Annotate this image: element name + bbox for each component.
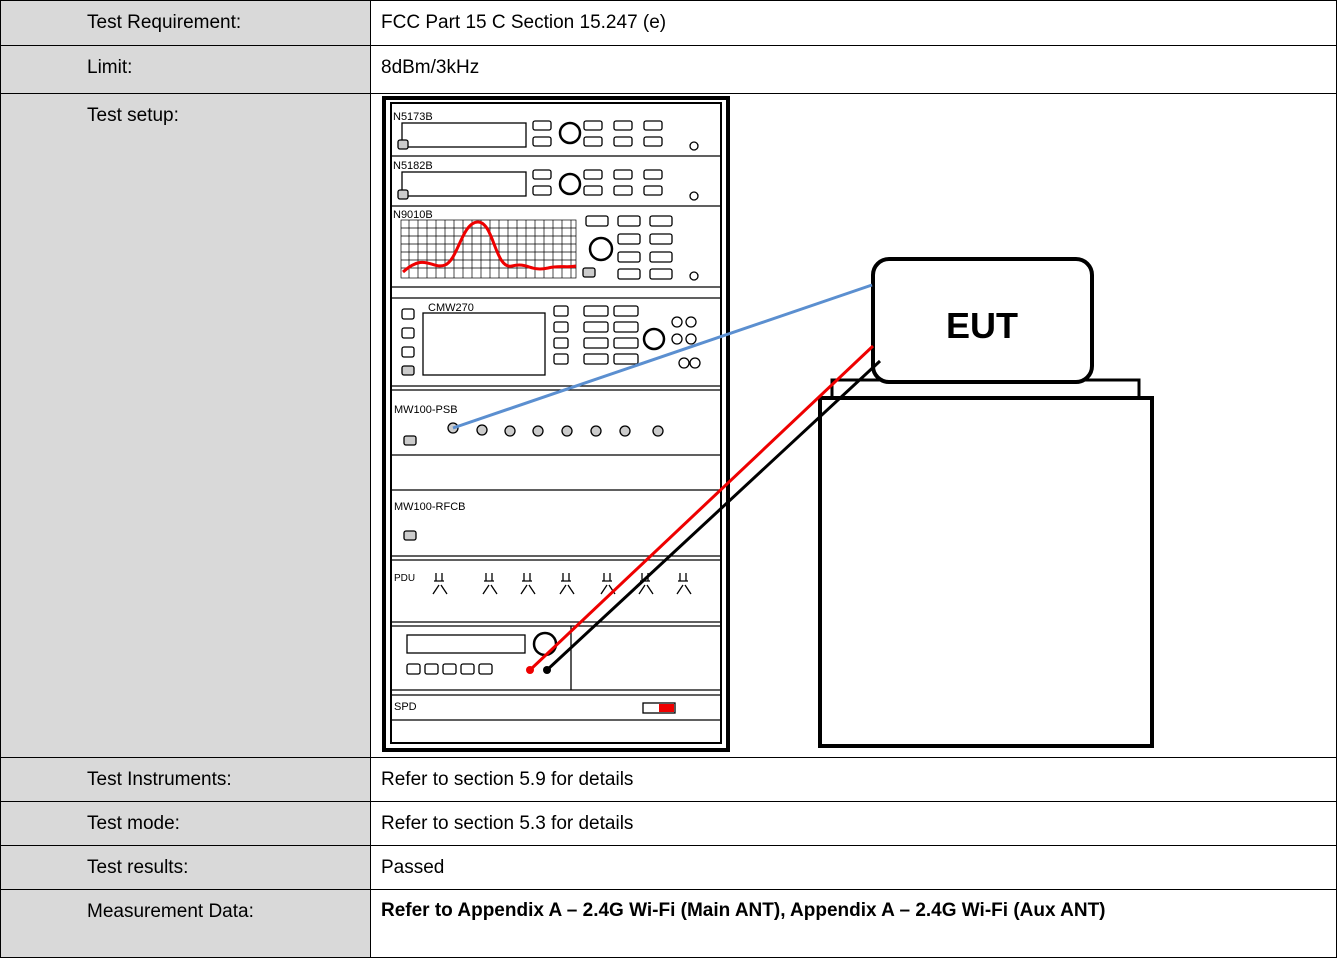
row-label: Test Instruments: xyxy=(0,757,371,802)
instrument-label: MW100-PSB xyxy=(394,404,458,416)
instrument-label: SPD xyxy=(394,701,417,713)
instrument-label: CMW270 xyxy=(428,302,474,314)
instrument-label: PDU xyxy=(394,573,415,584)
instrument-label: N5182B xyxy=(393,160,433,172)
instrument-label: N5173B xyxy=(393,111,433,123)
instrument-label: N9010B xyxy=(393,209,433,221)
row-label: Test Requirement: xyxy=(0,0,371,46)
instrument-label: MW100-RFCB xyxy=(394,501,466,513)
row-label: Test setup: xyxy=(0,93,371,758)
eut-label: EUT xyxy=(946,305,1018,346)
